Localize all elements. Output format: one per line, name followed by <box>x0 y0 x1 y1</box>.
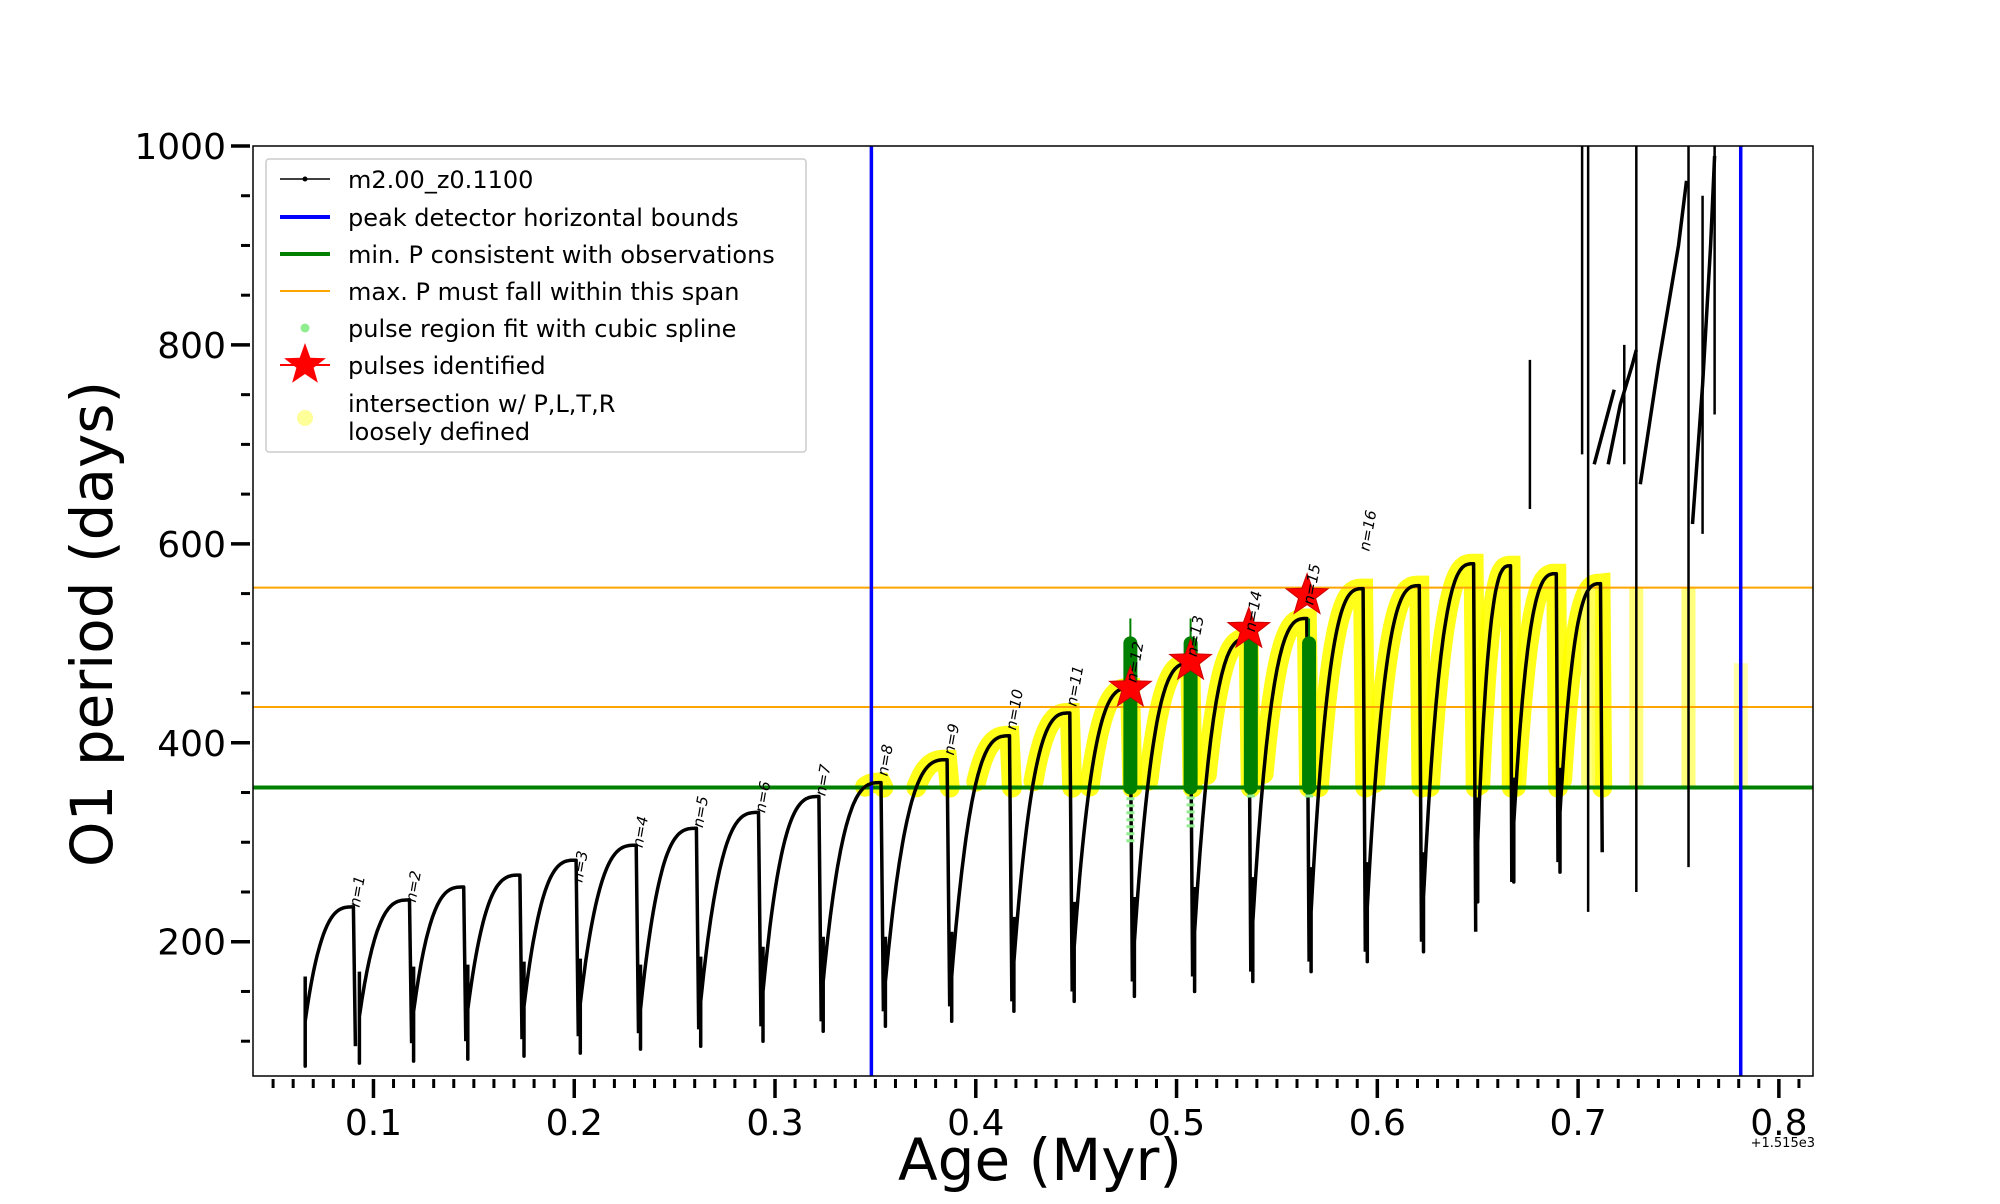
period-curve <box>638 826 701 1051</box>
legend-label: peak detector horizontal bounds <box>348 204 739 232</box>
x-tick-label: 0.8 <box>1750 1103 1807 1144</box>
period-curve <box>1309 586 1368 974</box>
pulse-label: n=9 <box>940 722 963 756</box>
legend-label: pulses identified <box>348 352 546 380</box>
pulse-label: n=6 <box>751 780 774 814</box>
legend-label: m2.00_z0.1100 <box>348 166 533 194</box>
pulse-label: n=7 <box>811 762 834 797</box>
period-curve <box>1592 389 1616 465</box>
y-axis-label: O1 period (days) <box>58 381 126 867</box>
legend-label: pulse region fit with cubic spline <box>348 315 736 343</box>
period-curve <box>1512 571 1560 884</box>
y-tick-label: 1000 <box>134 127 226 168</box>
period-curve <box>761 794 823 1043</box>
period-curve <box>949 734 1014 1024</box>
x-tick-label: 0.4 <box>947 1103 1004 1144</box>
period-curve <box>1251 616 1311 984</box>
x-axis-label: Age (Myr) <box>898 1126 1182 1194</box>
period-curve <box>411 885 468 1063</box>
pulse-label: n=13 <box>1183 614 1208 658</box>
axes-layer: 0.1 0.2 0.3 0.4 0.5 0.6 0.7 0.8 200 400 600 800 1000 <box>134 127 1814 1144</box>
pulse-label: n=4 <box>629 815 652 849</box>
period-curve <box>303 905 358 1068</box>
period-curve <box>466 873 524 1061</box>
x-tick-label: 0.5 <box>1148 1103 1205 1144</box>
period-curve <box>357 898 414 1065</box>
legend-label: intersection w/ P,L,T,R <box>348 390 615 418</box>
intersection-band <box>1365 575 1432 798</box>
y-tick-label: 600 <box>157 525 226 566</box>
pulse-star-marker <box>1108 664 1153 708</box>
pulse-label: n=10 <box>1002 688 1027 732</box>
y-tick-label: 800 <box>157 326 226 367</box>
period-curve <box>1421 562 1478 954</box>
period-curve <box>1638 180 1689 485</box>
x-tick-label: 0.7 <box>1549 1103 1606 1144</box>
intersection-band <box>1506 563 1568 798</box>
pulse-label: n=2 <box>402 869 425 903</box>
y-tick-label: 400 <box>157 724 226 765</box>
pulse-label: n=15 <box>1299 563 1324 607</box>
pulse-star-marker <box>1168 637 1213 681</box>
x-tick-label: 0.3 <box>746 1103 803 1144</box>
legend-swatch <box>297 410 313 426</box>
x-tick-label: 0.6 <box>1349 1103 1406 1144</box>
legend-swatch <box>284 343 326 383</box>
pulse-label: n=11 <box>1062 664 1087 708</box>
period-curve <box>1012 711 1074 1014</box>
period-curve <box>1690 155 1717 525</box>
x-tick-label: 0.2 <box>546 1103 603 1144</box>
pulse-label: n=5 <box>689 795 712 829</box>
intersection-band <box>1308 578 1376 798</box>
pulses-identified-layer <box>1108 572 1330 708</box>
pulse-label: n=3 <box>569 849 592 883</box>
legend-swatch <box>302 176 308 182</box>
pulse-star-marker <box>1226 605 1272 649</box>
period-curve <box>1558 581 1604 874</box>
pulse-label: n=16 <box>1356 509 1381 553</box>
x-tick-label: 0.1 <box>345 1103 402 1144</box>
legend-label: loosely defined <box>348 418 530 446</box>
period-curve <box>883 757 952 1029</box>
pulse-label: n=1 <box>346 874 369 908</box>
y-tick-label: 200 <box>157 923 226 964</box>
pulse-label: n=8 <box>874 743 897 777</box>
legend-label: max. P must fall within this span <box>348 278 739 306</box>
period-curve <box>1475 563 1514 904</box>
period-curve <box>698 810 763 1048</box>
period-curve <box>522 858 581 1058</box>
pulse-star-marker <box>1284 572 1330 615</box>
plot-frame <box>252 145 1814 1077</box>
period-curve <box>578 843 641 1055</box>
intersection-band <box>1419 553 1486 798</box>
period-curve <box>1606 349 1638 465</box>
x-axis-offset-label: +1.515e3 <box>1751 1136 1815 1151</box>
legend-swatch <box>300 323 310 333</box>
period-curve <box>821 780 886 1033</box>
legend-box <box>265 158 807 453</box>
period-curve <box>1365 583 1424 964</box>
legend-label: min. P consistent with observations <box>348 241 775 269</box>
